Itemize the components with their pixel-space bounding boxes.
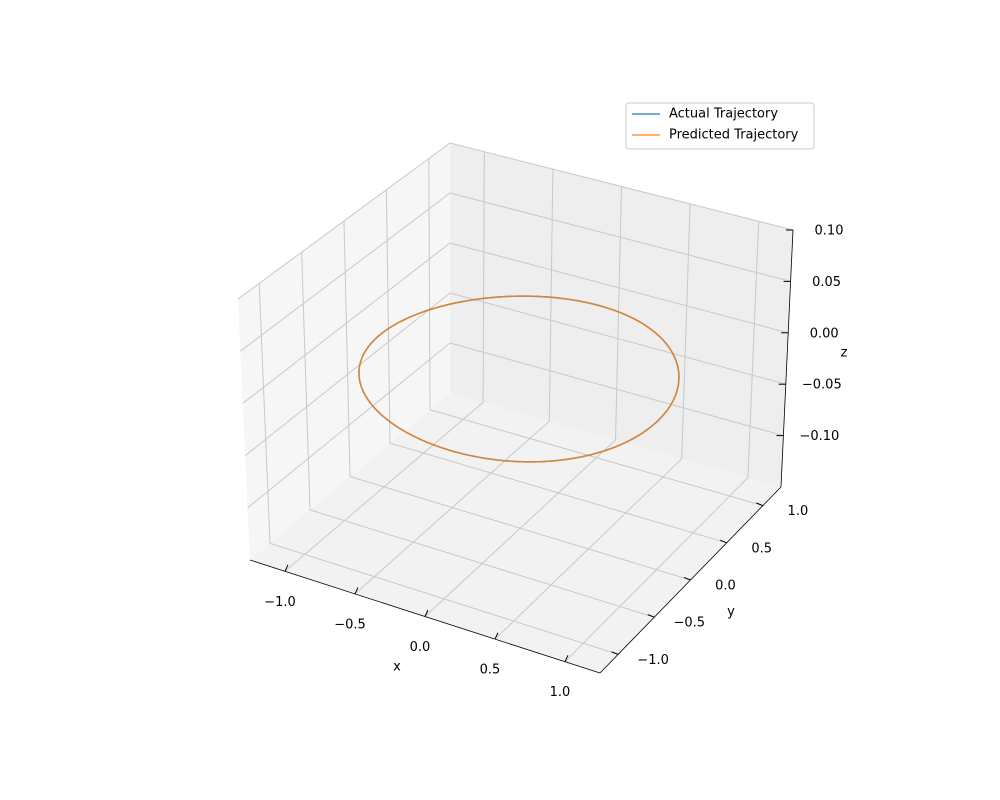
x-tick-label-2: 0.0: [410, 640, 431, 655]
legend: Actual Trajectory Predicted Trajectory: [626, 103, 814, 149]
y-axis-label: y: [727, 605, 735, 620]
z-tick-label-2: 0.00: [810, 326, 839, 341]
y-tick-label-2: 0.0: [715, 579, 736, 594]
legend-label-predicted: Predicted Trajectory: [669, 128, 799, 143]
y-tick-label-4: 1.0: [788, 504, 809, 519]
y-tick-label-1: −0.5: [674, 616, 706, 631]
z-tick-label-4: 0.10: [815, 224, 844, 239]
z-axis-label: z: [841, 346, 848, 361]
x-axis-label: x: [393, 660, 401, 675]
legend-label-actual: Actual Trajectory: [669, 107, 778, 122]
x-tick-label-4: 1.0: [550, 685, 571, 700]
z-tick-label-1: −0.05: [802, 378, 842, 393]
x-tick-label-1: −0.5: [334, 617, 366, 632]
y-tick-label-0: −1.0: [637, 653, 669, 668]
x-tick-label-3: 0.5: [480, 663, 501, 678]
z-tick-label-0: −0.10: [799, 429, 839, 444]
y-tick-label-3: 0.5: [751, 541, 772, 556]
z-tick-label-3: 0.05: [812, 275, 841, 290]
axes-panes: [238, 143, 793, 673]
x-tick-label-0: −1.0: [264, 595, 296, 610]
